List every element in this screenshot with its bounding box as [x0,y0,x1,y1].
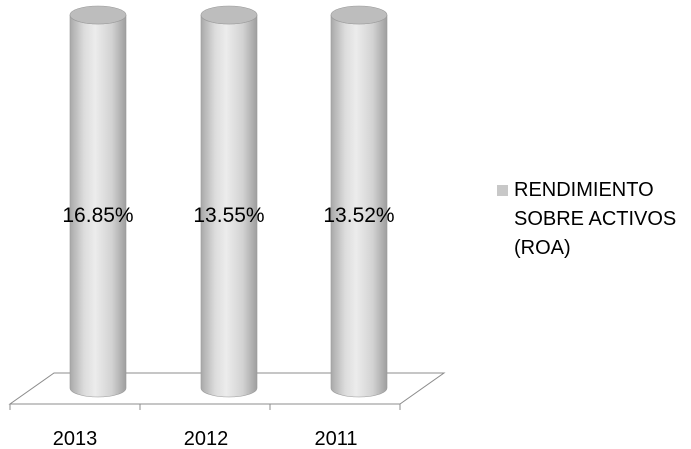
x-tick-label-2013: 2013 [53,428,98,449]
legend-swatch [497,185,508,196]
data-label-2012: 13.55% [193,204,264,227]
legend-label: RENDIMIENTO SOBRE ACTIVOS (ROA) [514,179,677,259]
x-tick-label-2011: 2011 [314,428,357,449]
x-axis: 2013 2012 2011 [9,404,401,449]
data-label-2011: 13.52% [323,204,394,227]
data-label-2013: 16.85% [62,204,133,227]
bars-layer: 16.85% 13.55% 13.52% [62,5,395,398]
bar-top-2013 [69,5,127,25]
x-tick-label-2012: 2012 [184,428,229,449]
bar-top-2012 [200,5,258,25]
bar-top-2011 [330,5,388,25]
legend: RENDIMIENTO SOBRE ACTIVOS (ROA) [497,176,687,263]
